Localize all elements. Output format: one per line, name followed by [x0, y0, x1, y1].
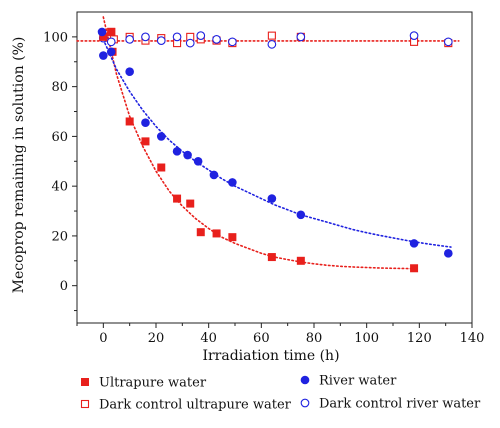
data-point-filled-circle — [141, 118, 150, 128]
data-point-filled-square — [141, 137, 150, 146]
data-point-filled-circle — [156, 132, 166, 141]
data-point-filled-square — [228, 233, 237, 242]
data-point-open-circle — [141, 32, 150, 42]
data-point-filled-square — [196, 228, 205, 237]
legend-marker — [300, 375, 310, 385]
y-tick-label: 60 — [51, 130, 68, 145]
data-point-filled-circle — [267, 194, 277, 203]
data-point-filled-square — [173, 194, 182, 203]
y-tick-label: 0 — [60, 279, 68, 294]
legend-label: Dark control ultrapure water — [99, 398, 292, 413]
fit-line-3 — [102, 38, 452, 248]
data-point-filled-square — [157, 163, 166, 172]
x-tick-label: 80 — [306, 331, 323, 346]
data-point-open-square — [267, 31, 276, 40]
data-point-open-circle — [443, 37, 453, 47]
y-tick-label: 40 — [51, 180, 68, 195]
data-point-open-circle — [267, 39, 277, 49]
data-point-filled-circle — [209, 170, 219, 180]
data-point-open-circle — [409, 31, 419, 40]
legend-label: River water — [319, 374, 397, 389]
data-point-filled-circle — [106, 47, 116, 57]
data-point-open-circle — [185, 38, 195, 48]
data-point-open-circle — [212, 35, 221, 44]
data-point-filled-circle — [97, 27, 107, 37]
data-point-open-circle — [228, 37, 237, 47]
data-point-open-circle — [172, 32, 182, 42]
data-point-filled-square — [267, 253, 276, 262]
data-point-filled-square — [212, 229, 221, 238]
plot-frame — [76, 11, 473, 324]
x-tick-label: 0 — [99, 331, 107, 346]
data-point-filled-square — [186, 199, 195, 208]
axes: 0 20 40 60 80 100 120 140 0 20 40 60 80 100 — [43, 11, 485, 346]
data-point-filled-circle — [172, 147, 182, 156]
data-point-filled-circle — [444, 249, 453, 258]
legend-marker — [300, 398, 310, 408]
data-point-filled-circle — [296, 210, 306, 220]
legend: Ultrapure water Dark control ultrapure wa… — [80, 374, 481, 413]
legend-label: Dark control river water — [319, 397, 481, 412]
x-tick-label: 120 — [407, 331, 432, 346]
x-tick-label: 20 — [148, 331, 165, 346]
legend-marker — [80, 399, 90, 409]
data-point-filled-square — [125, 117, 134, 126]
x-tick-label: 100 — [354, 331, 379, 346]
x-tick-label: 60 — [253, 331, 270, 346]
data-point-filled-circle — [409, 239, 419, 248]
data-point-filled-square — [296, 256, 305, 265]
data-point-filled-circle — [125, 67, 134, 77]
data-point-filled-square — [107, 27, 116, 36]
data-point-filled-circle — [99, 51, 108, 60]
data-points — [97, 27, 453, 273]
data-point-filled-square — [99, 32, 108, 41]
data-point-filled-circle — [193, 156, 203, 166]
data-point-open-circle — [296, 32, 306, 42]
data-point-filled-square — [410, 264, 419, 273]
x-axis-label: Irradiation time (h) — [202, 348, 339, 364]
data-point-open-circle — [156, 36, 166, 45]
data-point-open-circle — [125, 35, 135, 44]
fit-line-1 — [102, 16, 418, 270]
y-axis-label: Mecoprop remaining in solution (%) — [11, 37, 27, 294]
fit-lines — [76, 16, 460, 270]
legend-marker — [81, 378, 89, 386]
y-tick-label: 20 — [51, 229, 68, 244]
data-point-open-circle — [106, 37, 116, 47]
data-point-filled-circle — [183, 150, 192, 160]
y-tick-label: 100 — [43, 30, 68, 45]
legend-label: Ultrapure water — [99, 376, 207, 391]
x-tick-label: 140 — [460, 331, 485, 346]
y-tick-label: 80 — [51, 80, 68, 95]
x-tick-label: 40 — [200, 331, 217, 346]
data-point-filled-circle — [228, 178, 237, 187]
data-point-open-circle — [196, 31, 206, 40]
